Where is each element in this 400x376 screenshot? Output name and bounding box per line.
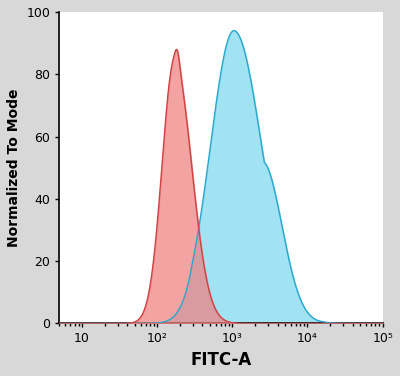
Y-axis label: Normalized To Mode: Normalized To Mode xyxy=(7,88,21,247)
X-axis label: FITC-A: FITC-A xyxy=(190,351,252,369)
